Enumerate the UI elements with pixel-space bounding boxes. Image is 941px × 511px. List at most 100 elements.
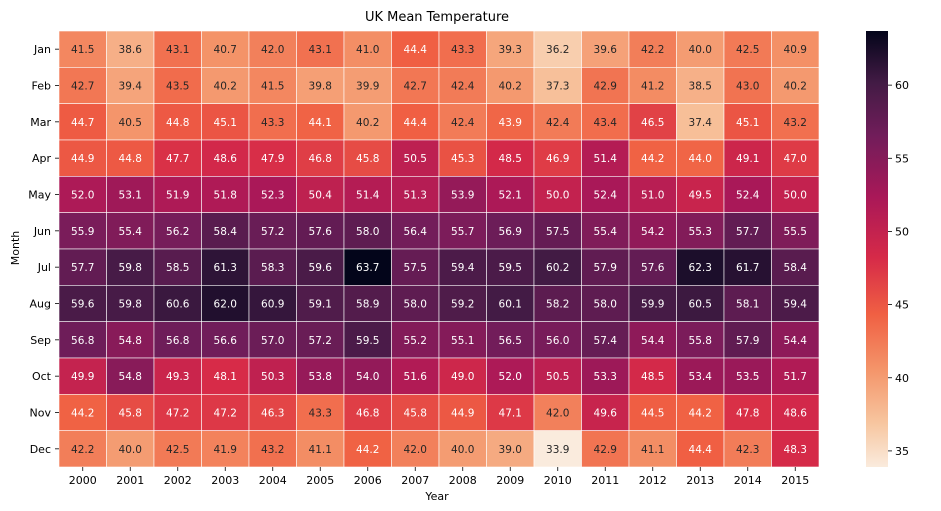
heatmap-cell — [296, 248, 345, 286]
heatmap-cell — [201, 394, 250, 431]
heatmap-cell — [391, 176, 440, 213]
heatmap-cell-label: 33.9 — [546, 444, 569, 456]
heatmap-cell — [296, 67, 345, 104]
heatmap-cell-label: 58.9 — [356, 299, 379, 311]
colorbar-tick-label: 55 — [895, 152, 909, 165]
heatmap-cell-label: 47.9 — [261, 153, 284, 165]
heatmap-cell-label: 53.9 — [451, 190, 474, 202]
heatmap-cell-label: 57.4 — [594, 335, 618, 347]
heatmap-cell — [533, 139, 582, 177]
heatmap-cell-label: 54.0 — [356, 371, 379, 383]
heatmap-cell — [438, 67, 487, 104]
x-tick-label: 2003 — [211, 474, 239, 487]
x-tick-label: 2005 — [306, 474, 334, 487]
heatmap-cell-label: 51.4 — [356, 190, 380, 202]
heatmap-cell-label: 51.9 — [166, 190, 189, 202]
heatmap-cell-label: 44.1 — [309, 117, 332, 129]
heatmap-cell-label: 62.0 — [214, 299, 237, 311]
heatmap-cell-label: 56.9 — [499, 226, 522, 238]
heatmap-cell — [106, 248, 155, 286]
heatmap-cell — [486, 321, 535, 359]
heatmap-cell-label: 44.8 — [166, 117, 189, 129]
heatmap-cell-label: 41.1 — [309, 444, 332, 456]
heatmap-cell-label: 53.4 — [689, 371, 713, 383]
heatmap-cell — [201, 357, 250, 395]
heatmap-cell-label: 53.5 — [736, 371, 759, 383]
y-tick-label: Jul — [37, 261, 51, 274]
heatmap-cell-label: 53.3 — [594, 371, 617, 383]
heatmap-cell-label: 57.0 — [261, 335, 284, 347]
heatmap-cell-label: 48.6 — [784, 408, 808, 420]
heatmap-cell — [581, 212, 630, 250]
heatmap-cell-label: 49.1 — [736, 153, 759, 165]
heatmap-cell-label: 54.8 — [119, 335, 142, 347]
heatmap-cell — [486, 357, 535, 395]
heatmap-cell — [58, 430, 107, 468]
colorbar — [866, 31, 888, 467]
heatmap-cell — [106, 139, 155, 177]
x-axis-title: Year — [424, 490, 449, 503]
heatmap-cell-label: 42.7 — [71, 81, 94, 93]
heatmap-cell-label: 52.4 — [594, 190, 618, 202]
heatmap-cell-label: 46.8 — [309, 153, 332, 165]
y-axis: Jan Feb Mar Apr May Jun Jul Aug Sep Oct Nov Dec — [28, 43, 59, 456]
heatmap-cell-label: 43.3 — [261, 117, 284, 129]
heatmap-cell-label: 42.5 — [736, 44, 759, 56]
heatmap-cell-label: 40.9 — [784, 44, 807, 56]
heatmap-cell — [58, 30, 107, 68]
heatmap-cell-label: 40.0 — [451, 444, 474, 456]
heatmap-cell-label: 55.4 — [119, 226, 143, 238]
y-tick-label: Jan — [33, 43, 51, 56]
heatmap-cell — [533, 248, 582, 286]
heatmap-cell — [343, 321, 392, 359]
heatmap-cell-label: 59.4 — [784, 299, 808, 311]
heatmap-cell-label: 47.2 — [166, 408, 189, 420]
heatmap-cell — [771, 285, 820, 322]
heatmap-cell — [581, 285, 630, 322]
heatmap-cell — [486, 176, 535, 213]
heatmap-cell-label: 44.9 — [451, 408, 474, 420]
heatmap-cell — [581, 394, 630, 431]
heatmap-cell-label: 60.2 — [546, 262, 569, 274]
heatmap-cell-label: 41.9 — [214, 444, 237, 456]
heatmap-cell — [723, 394, 772, 431]
heatmap-cell-label: 46.9 — [546, 153, 569, 165]
heatmap-cell-label: 44.2 — [689, 408, 712, 420]
heatmap-cell — [391, 30, 440, 68]
heatmap-cell-label: 59.2 — [451, 299, 474, 311]
y-tick-label: Aug — [30, 298, 51, 311]
heatmap-cell — [676, 248, 725, 286]
heatmap-cell-label: 44.2 — [71, 408, 94, 420]
heatmap-cell — [771, 430, 820, 468]
heatmap-cell — [676, 321, 725, 359]
heatmap-cell-label: 48.5 — [641, 371, 664, 383]
heatmap-cell-label: 44.5 — [641, 408, 664, 420]
heatmap-cell-label: 48.3 — [784, 444, 807, 456]
heatmap-cell-label: 47.2 — [214, 408, 237, 420]
x-tick-label: 2012 — [639, 474, 667, 487]
heatmap-cell-label: 60.9 — [261, 299, 284, 311]
heatmap-cell — [581, 67, 630, 104]
heatmap-cell-label: 40.2 — [784, 81, 807, 93]
heatmap-cell-label: 57.7 — [736, 226, 759, 238]
heatmap-cell — [58, 321, 107, 359]
heatmap-cell-label: 59.9 — [641, 299, 664, 311]
heatmap-cell-label: 44.4 — [689, 444, 713, 456]
heatmap-cell — [533, 176, 582, 213]
heatmap-cell-label: 54.8 — [119, 371, 142, 383]
heatmap-cell-label: 51.0 — [641, 190, 664, 202]
heatmap-cell-label: 46.3 — [261, 408, 284, 420]
heatmap-cell-label: 39.8 — [309, 81, 332, 93]
heatmap-cell-label: 59.8 — [119, 262, 142, 274]
heatmap-cell — [676, 103, 725, 141]
heatmap-cell-label: 42.0 — [261, 44, 284, 56]
colorbar-tick-label: 35 — [895, 445, 909, 458]
heatmap-cell-label: 39.4 — [119, 81, 143, 93]
heatmap-cell — [391, 212, 440, 250]
heatmap-cell-label: 55.4 — [594, 226, 618, 238]
heatmap-cell-label: 57.2 — [261, 226, 284, 238]
heatmap-cell-label: 37.4 — [689, 117, 713, 129]
chart-title: UK Mean Temperature — [365, 10, 509, 25]
heatmap-cell — [676, 357, 725, 395]
heatmap-cell-label: 55.2 — [404, 335, 427, 347]
